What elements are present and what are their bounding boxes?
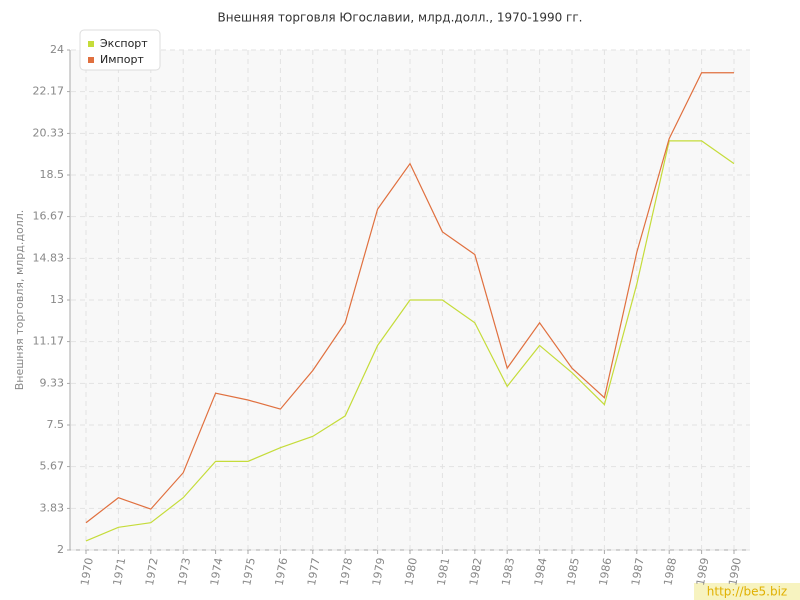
series-line [85,140,735,542]
x-tick-label: 1977 [305,557,323,587]
y-tick-label: 9.33 [40,376,65,389]
x-tick-label: 1984 [532,557,550,587]
y-tick-label: 5.67 [40,460,65,473]
x-tick-label: 1982 [467,557,485,587]
x-tick-label: 1988 [661,557,679,587]
legend-swatch [88,57,94,63]
y-tick-label: 14.83 [33,251,65,264]
x-tick-label: 1980 [402,557,420,587]
x-tick-label: 1989 [694,557,712,587]
watermark-bg [694,583,800,600]
x-tick-label: 1983 [499,557,517,587]
x-tick-label: 1975 [240,557,258,587]
x-tick-label: 1978 [337,557,355,587]
y-tick-label: 11.17 [33,335,65,348]
y-tick-label: 3.83 [40,501,65,514]
y-tick-label: 16.67 [33,210,65,223]
watermark: http://be5.biz [707,585,787,599]
y-tick-label: 7.5 [47,418,65,431]
legend-box [79,29,161,71]
x-tick-label: 1987 [629,557,647,587]
chart-title: Внешняя торговля Югославии, млрд.долл., … [218,11,583,25]
legend-label: Импорт [100,53,144,66]
legend-swatch [88,41,94,47]
x-tick-label: 1985 [564,557,582,587]
y-tick-label: 2 [57,543,64,556]
legend-label: Экспорт [100,37,148,50]
x-tick-label: 1986 [597,557,615,587]
x-tick-label: 1974 [208,557,226,587]
x-tick-label: 1981 [435,557,453,587]
x-tick-label: 1979 [370,557,388,587]
x-tick-label: 1972 [143,557,161,587]
y-tick-label: 24 [50,43,64,56]
y-tick-label: 20.33 [33,126,65,139]
x-tick-label: 1970 [78,557,96,587]
y-tick-label: 13 [50,293,64,306]
y-tick-label: 22.17 [33,85,65,98]
x-tick-label: 1990 [726,557,744,587]
y-axis-title: Внешняя торговля, млрд.долл. [13,210,26,391]
y-tick-label: 18.5 [40,168,65,181]
x-tick-label: 1973 [175,557,193,587]
x-tick-label: 1976 [273,557,291,587]
x-tick-label: 1971 [111,557,129,587]
series-line [85,72,734,524]
